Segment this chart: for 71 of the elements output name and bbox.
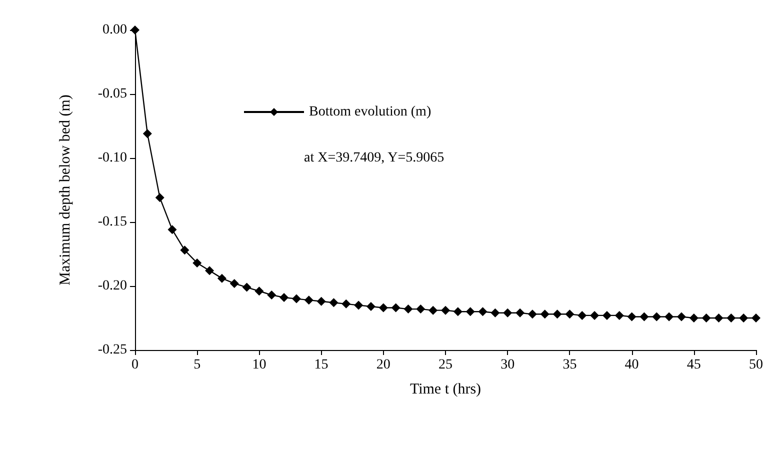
point <box>280 293 289 302</box>
point <box>217 274 226 283</box>
point <box>503 308 512 318</box>
point <box>702 314 711 322</box>
point <box>354 300 364 310</box>
point <box>640 312 649 322</box>
point <box>142 129 152 138</box>
point <box>627 312 636 322</box>
point <box>391 303 400 312</box>
point <box>267 290 276 300</box>
y-tick-label: -0.20 <box>98 278 127 294</box>
point <box>490 308 500 318</box>
legend-label: Bottom evolution (m) <box>309 104 432 120</box>
point <box>192 258 202 268</box>
point <box>739 314 748 322</box>
point <box>726 314 736 322</box>
point <box>590 310 600 320</box>
point <box>242 282 252 292</box>
point <box>230 278 239 288</box>
x-tick-label: 50 <box>749 358 763 372</box>
point <box>304 296 314 305</box>
point <box>404 304 413 314</box>
y-tick-label: -0.05 <box>98 86 127 102</box>
point <box>180 246 190 255</box>
point <box>378 303 388 312</box>
point <box>155 193 164 202</box>
y-axis-title: Maximum depth below bed (m) <box>58 94 74 286</box>
x-tick-label: 30 <box>500 358 515 372</box>
point <box>652 312 662 322</box>
point <box>578 310 587 320</box>
x-tick-label: 5 <box>194 358 201 372</box>
point <box>292 294 301 304</box>
x-tick-label: 0 <box>132 358 138 372</box>
point <box>478 307 488 316</box>
y-tick-label: -0.10 <box>98 150 127 166</box>
x-tick-label: 40 <box>624 358 639 372</box>
point <box>366 302 376 311</box>
y-tick-label: -0.15 <box>98 214 127 230</box>
point <box>205 266 214 276</box>
point <box>516 308 525 318</box>
point <box>676 312 686 322</box>
point <box>602 310 612 320</box>
point <box>329 298 338 308</box>
point <box>254 286 264 296</box>
point <box>614 310 624 320</box>
point <box>664 312 674 322</box>
point <box>441 306 450 315</box>
point <box>466 307 475 316</box>
x-tick-label: 35 <box>562 358 577 372</box>
point <box>342 299 351 308</box>
point <box>714 314 724 322</box>
point <box>565 310 574 319</box>
point <box>528 310 537 319</box>
point <box>552 310 562 319</box>
x-axis-title: Time t (hrs) <box>410 382 482 398</box>
x-tick-label: 45 <box>686 358 701 372</box>
annotation: at X=39.7409, Y=5.9065 <box>304 150 444 166</box>
x-tick-label: 25 <box>438 358 452 372</box>
point <box>428 306 438 315</box>
point <box>168 225 177 234</box>
point <box>689 314 698 322</box>
point <box>416 304 426 314</box>
point <box>316 296 326 306</box>
point <box>752 314 760 322</box>
x-tick-label: 20 <box>376 358 390 372</box>
point <box>540 310 550 319</box>
x-tick-label: 15 <box>314 358 328 372</box>
y-tick-label: -0.25 <box>98 342 127 358</box>
x-tick-label: 10 <box>252 358 266 372</box>
y-tick-label: 0.00 <box>102 22 127 38</box>
point <box>453 307 462 316</box>
